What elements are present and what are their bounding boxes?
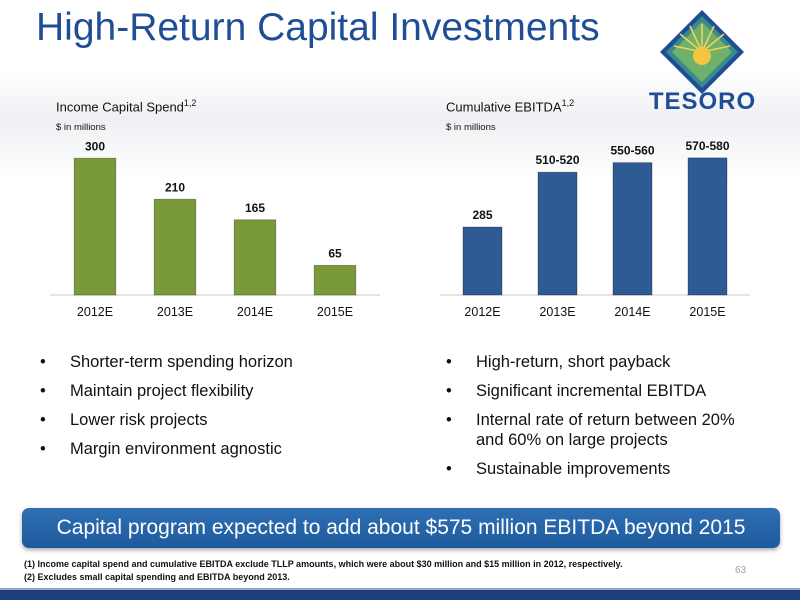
ebitda-data-label: 550-560 — [610, 144, 654, 158]
capital-spend-bar — [233, 219, 277, 296]
capital-spend-data-label: 165 — [245, 201, 265, 215]
logo-wordmark: TESORO — [648, 88, 757, 115]
capital-spend-data-label: 300 — [85, 139, 105, 153]
right-chart-title-sup: 1,2 — [561, 98, 575, 108]
left-chart-subtitle: $ in millions — [56, 122, 106, 133]
ebitda-bar — [462, 226, 503, 296]
bullet-glyph: • — [446, 382, 452, 400]
left-bullet-item: • Shorter-term spending horizon — [38, 352, 398, 372]
income-capital-spend-chart: 300 2012E 210 2013E 165 2014E 65 2015E — [50, 139, 380, 319]
capital-spend-bar — [73, 157, 117, 296]
right-bullet-text: Significant incremental EBITDA — [476, 382, 707, 400]
right-bullet-item: • High-return, short payback — [444, 352, 754, 372]
summary-banner: Capital program expected to add about $5… — [22, 508, 780, 548]
capital-spend-bar — [153, 198, 197, 296]
right-bullet-list: • High-return, short payback • Significant … — [444, 352, 754, 488]
footnotes: (1) Income capital spend and cumulative … — [24, 558, 623, 584]
ebitda-data-label: 285 — [472, 208, 492, 222]
ebitda-x-tick-label: 2015E — [689, 305, 725, 319]
left-bullet-item: • Maintain project flexibility — [38, 381, 398, 401]
bullet-glyph: • — [446, 411, 452, 429]
right-chart-title: Cumulative EBITDA1,2 — [446, 98, 574, 114]
capital-spend-x-tick-label: 2012E — [77, 305, 113, 319]
right-bullet-item: • Sustainable improvements — [444, 459, 754, 479]
left-chart-title-text: Income Capital Spend — [56, 99, 184, 115]
capital-spend-x-tick-label: 2013E — [157, 305, 193, 319]
footer-accent-line — [0, 588, 800, 590]
ebitda-bar — [612, 162, 653, 296]
left-bullet-text: Lower risk projects — [70, 411, 208, 429]
right-bullet-text: High-return, short payback — [476, 353, 671, 371]
right-bullet-item: • Significant incremental EBITDA — [444, 381, 754, 401]
left-chart-title-sup: 1,2 — [183, 98, 197, 108]
right-chart-subtitle: $ in millions — [446, 122, 496, 133]
capital-spend-data-label: 65 — [328, 246, 342, 260]
bullet-glyph: • — [40, 440, 46, 458]
ebitda-data-label: 570-580 — [685, 139, 729, 153]
left-bullet-text: Margin environment agnostic — [70, 440, 282, 458]
bullet-glyph: • — [40, 353, 46, 371]
capital-spend-data-label: 210 — [165, 180, 185, 194]
cumulative-ebitda-chart: 285 2012E 510-520 2013E 550-560 2014E 570-580 2… — [440, 139, 750, 319]
bullet-glyph: • — [446, 460, 452, 478]
left-bullet-item: • Lower risk projects — [38, 410, 398, 430]
left-bullet-list: • Shorter-term spending horizon • Maintain … — [38, 352, 398, 468]
ebitda-data-label: 510-520 — [535, 153, 579, 167]
footnote-1: (1) Income capital spend and cumulative … — [24, 559, 623, 569]
ebitda-bar — [687, 157, 728, 296]
right-bullet-text: Sustainable improvements — [476, 460, 671, 478]
ebitda-bar — [537, 171, 578, 296]
ebitda-x-tick-label: 2014E — [614, 305, 650, 319]
left-bullet-text: Shorter-term spending horizon — [70, 353, 293, 371]
footer-bar — [0, 590, 800, 600]
capital-spend-x-tick-label: 2015E — [317, 305, 353, 319]
right-chart-title-text: Cumulative EBITDA — [446, 99, 562, 115]
capital-spend-bar — [313, 264, 357, 296]
bullet-glyph: • — [40, 411, 46, 429]
ebitda-x-tick-label: 2013E — [539, 305, 575, 319]
bullet-glyph: • — [40, 382, 46, 400]
left-bullet-text: Maintain project flexibility — [70, 382, 254, 400]
right-bullet-text: Internal rate of return between 20% and … — [476, 411, 735, 449]
right-bullet-item: • Internal rate of return between 20% and… — [444, 410, 754, 450]
bullet-glyph: • — [446, 353, 452, 371]
background-band — [0, 70, 800, 180]
page-title: High-Return Capital Investments — [36, 6, 600, 49]
tesoro-logo — [660, 10, 744, 94]
left-bullet-item: • Margin environment agnostic — [38, 439, 398, 459]
left-chart-title: Income Capital Spend1,2 — [56, 98, 196, 114]
ebitda-x-tick-label: 2012E — [464, 305, 500, 319]
page-number: 63 — [735, 565, 747, 576]
capital-spend-x-tick-label: 2014E — [237, 305, 273, 319]
footnote-2: (2) Excludes small capital spending and … — [24, 572, 290, 582]
